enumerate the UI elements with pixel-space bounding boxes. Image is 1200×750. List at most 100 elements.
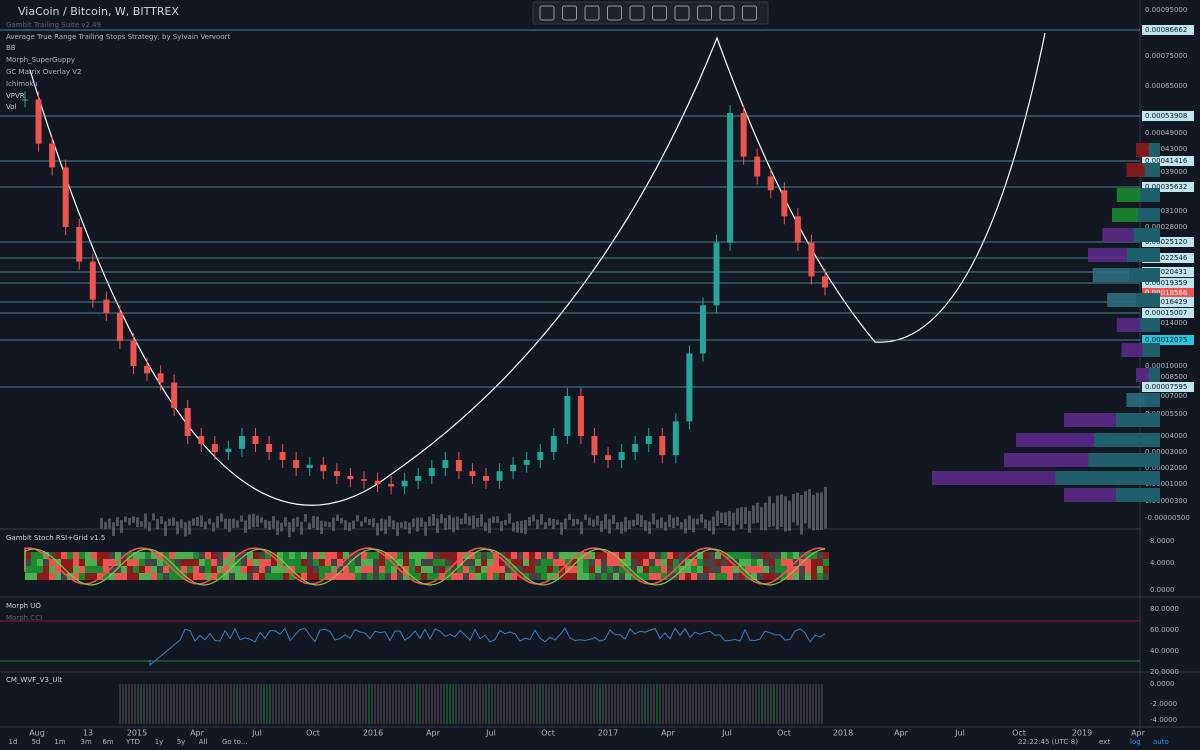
tool-button[interactable] <box>719 5 735 21</box>
grid-cell <box>139 559 145 566</box>
grid-cell <box>109 552 115 559</box>
grid-cell <box>661 552 667 559</box>
indicator-label[interactable]: VPVR <box>6 92 25 100</box>
indicator-label[interactable]: Average True Range Trailing Stops Strate… <box>6 33 230 41</box>
indicator-label[interactable]: Gambit Trailing Suite v2.49 <box>6 21 101 29</box>
pane-axis-label: -4.0000 <box>1150 716 1177 724</box>
grid-cell <box>505 573 511 580</box>
toggle-button[interactable]: ext <box>1099 738 1110 746</box>
tool-button[interactable] <box>584 5 600 21</box>
time-label: Apr <box>426 729 441 738</box>
tool-button[interactable] <box>629 5 645 21</box>
candle <box>306 464 313 468</box>
candle <box>672 421 679 456</box>
grid-cell <box>523 552 529 559</box>
tool-button[interactable] <box>539 5 555 21</box>
volume-bar <box>684 519 687 534</box>
grid-cell <box>151 573 157 580</box>
grid-cell <box>259 573 265 580</box>
tool-button[interactable] <box>697 5 712 21</box>
toggle-button[interactable]: auto <box>1153 738 1169 746</box>
range-button[interactable]: 3m <box>80 738 91 746</box>
price-label: 0.00003000 <box>1145 448 1187 456</box>
volume-bar <box>660 517 663 529</box>
grid-cell <box>301 552 307 559</box>
grid-cell <box>625 566 631 573</box>
range-button[interactable]: 1d <box>9 738 18 746</box>
grid-cell <box>97 552 103 559</box>
candle <box>794 216 801 243</box>
candle <box>645 436 652 444</box>
grid-cell <box>343 566 349 573</box>
range-button[interactable]: 1m <box>54 738 65 746</box>
range-button[interactable]: 5y <box>177 738 186 746</box>
profile-bar <box>1144 393 1160 407</box>
grid-cell <box>301 566 307 573</box>
grid-cell <box>421 559 427 566</box>
grid-cell <box>133 573 139 580</box>
grid-cell <box>259 552 265 559</box>
grid-cell <box>139 573 145 580</box>
grid-cell <box>199 566 205 573</box>
grid-cell <box>187 566 193 573</box>
grid-cell <box>583 559 589 566</box>
grid-cell <box>631 566 637 573</box>
grid-cell <box>787 552 793 559</box>
pane-axis-label: 0.0000 <box>1150 680 1175 688</box>
grid-cell <box>319 573 325 580</box>
volume-bar <box>232 518 235 528</box>
grid-cell <box>769 559 775 566</box>
tool-button[interactable] <box>674 5 690 21</box>
range-button[interactable]: YTD <box>125 738 140 746</box>
tool-button[interactable] <box>607 5 622 21</box>
volume-bar <box>380 518 383 531</box>
indicator-label[interactable]: Ichimoku <box>6 80 38 88</box>
grid-cell <box>415 559 421 566</box>
volume-bar <box>192 518 195 526</box>
grid-cell <box>247 552 253 559</box>
grid-cell <box>193 552 199 559</box>
grid-cell <box>133 559 139 566</box>
grid-cell <box>529 573 535 580</box>
grid-cell <box>211 566 217 573</box>
grid-cell <box>559 559 565 566</box>
toggle-button[interactable]: log <box>1130 738 1141 746</box>
indicator-label[interactable]: Morph_SuperGuppy <box>6 56 75 64</box>
tool-button[interactable] <box>562 5 577 21</box>
indicator-label[interactable]: GC Matrix Overlay V2 <box>6 68 81 76</box>
grid-cell <box>673 552 679 559</box>
level-tag <box>1142 182 1194 192</box>
volume-bar <box>788 500 791 531</box>
grid-cell <box>523 573 529 580</box>
volume-bar <box>488 518 491 534</box>
profile-bar <box>1135 293 1160 307</box>
grid-cell <box>607 559 613 566</box>
candle <box>496 471 503 481</box>
grid-cell <box>247 566 253 573</box>
tool-button[interactable] <box>742 5 757 21</box>
volume-bar <box>588 517 591 526</box>
pane-title[interactable]: Gambit Stoch RSI+Grid v1.5 <box>6 534 105 542</box>
indicator-label[interactable]: BB <box>6 44 16 52</box>
grid-cell <box>127 566 133 573</box>
grid-cell <box>643 559 649 566</box>
tool-button[interactable] <box>652 5 667 21</box>
pane-title[interactable]: CM_WVF_V3_Ult <box>6 676 62 684</box>
pane-subtitle[interactable]: Morph CCI <box>6 614 42 622</box>
grid-cell <box>145 552 151 559</box>
grid-cell <box>469 566 475 573</box>
range-button[interactable]: All <box>199 738 208 746</box>
indicator-label[interactable]: Vol <box>6 103 17 111</box>
volume-bar <box>244 520 247 533</box>
grid-cell <box>565 552 571 559</box>
grid-cell <box>469 573 475 580</box>
goto-button[interactable]: Go to... <box>222 738 248 746</box>
range-button[interactable]: 6m <box>102 738 113 746</box>
grid-cell <box>421 573 427 580</box>
range-button[interactable]: 5d <box>32 738 41 746</box>
grid-cell <box>193 559 199 566</box>
volume-bar <box>284 517 287 527</box>
pane-title[interactable]: Morph UO <box>6 602 41 610</box>
volume-bar <box>200 515 203 527</box>
range-button[interactable]: 1y <box>155 738 164 746</box>
